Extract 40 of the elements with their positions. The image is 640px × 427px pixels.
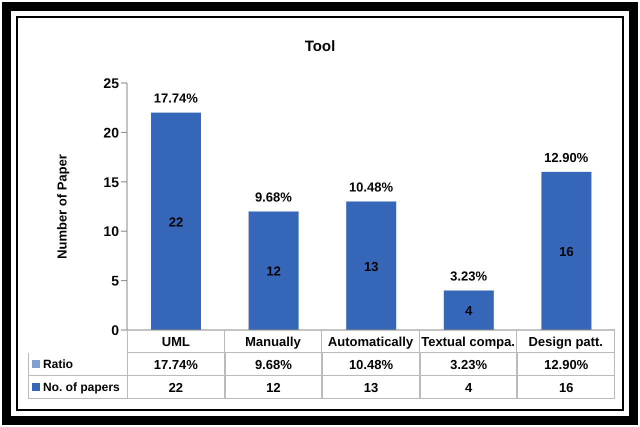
legend-label: No. of papers	[43, 380, 120, 394]
y-axis-title: Number of Paper	[54, 154, 70, 259]
bar	[248, 211, 299, 330]
bar	[151, 112, 201, 330]
data-label: 4	[420, 376, 518, 399]
bar	[444, 290, 494, 330]
text: 12	[266, 264, 281, 279]
annotation: 12.90%	[544, 150, 589, 165]
y-tick-label: 5	[111, 272, 120, 289]
data-label: 13	[322, 376, 420, 399]
x-tick-label: Automatically	[322, 330, 420, 353]
chart-title: Tool	[304, 38, 336, 55]
annotation: 17.74%	[154, 90, 198, 106]
text: 16	[559, 244, 574, 259]
annotation: 3.23%	[450, 268, 488, 284]
text: 10.48%	[348, 356, 394, 372]
y-tick-label: 10	[103, 223, 120, 240]
text: 17.74%	[154, 356, 198, 372]
data-label: 16	[517, 376, 615, 399]
y-tick-label: 25	[103, 74, 120, 91]
annotation: 9.68%	[254, 189, 292, 204]
x-tick-label: Design patt.	[517, 330, 615, 353]
y-tick-label: 0	[111, 322, 120, 338]
y-tick-label: 15	[103, 174, 120, 190]
text: Ratio	[43, 357, 73, 371]
bar	[346, 202, 396, 330]
text: 3.23%	[450, 356, 488, 372]
y-tick-label: 20	[103, 124, 120, 140]
text: 4	[465, 303, 472, 318]
data-label: 12	[224, 376, 322, 399]
text: 22	[168, 214, 184, 230]
bar	[541, 172, 592, 330]
x-tick-label: Textual compa.	[420, 330, 518, 353]
x-tick-label: Manually	[224, 330, 322, 353]
annotation: 10.48%	[348, 180, 394, 195]
text: 13	[364, 258, 378, 274]
text: 12.90%	[544, 356, 588, 372]
data-label: 22	[127, 376, 225, 399]
text: 9.68%	[254, 356, 292, 372]
x-tick-label: UML	[127, 330, 225, 353]
